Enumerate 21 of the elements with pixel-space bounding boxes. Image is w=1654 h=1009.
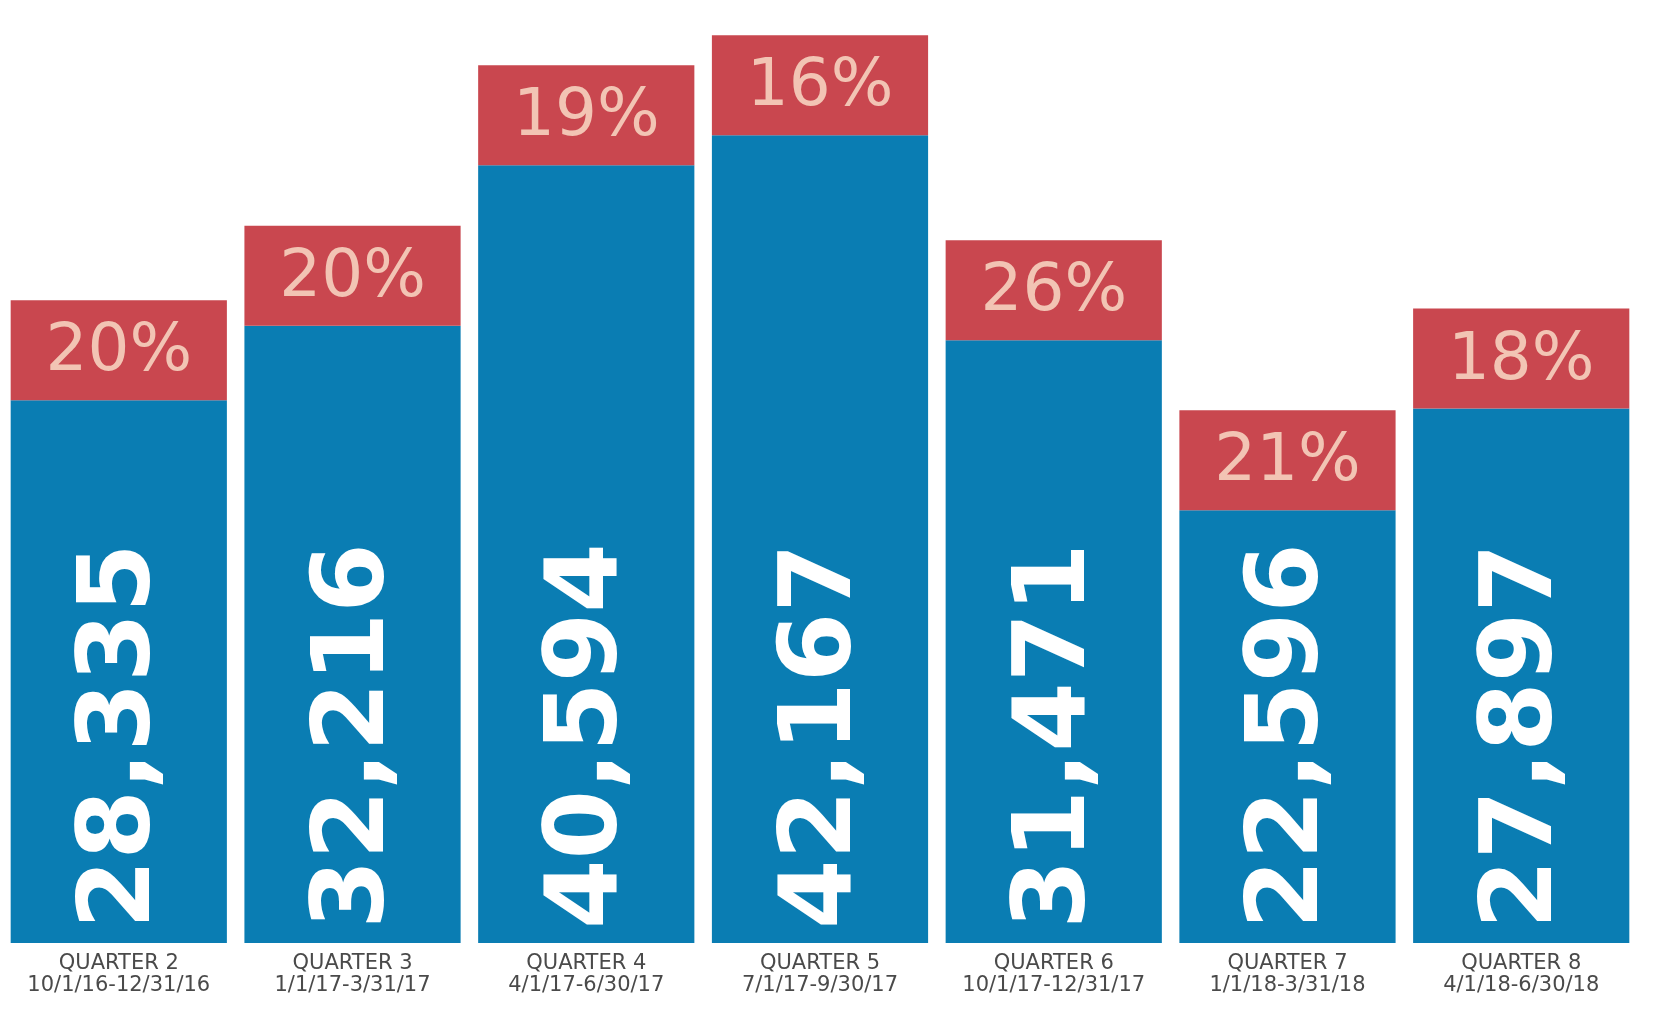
- x-tick-label: QUARTER 6 10/1/17-12/31/17: [962, 949, 1146, 996]
- x-tick-label: QUARTER 4 4/1/17-6/30/17: [508, 949, 665, 996]
- x-tick-label: QUARTER 7 1/1/18-3/31/18: [1209, 949, 1366, 996]
- annotation: 16%: [746, 44, 894, 122]
- annotation: 19%: [512, 74, 660, 152]
- data-label: 32,216: [289, 543, 407, 929]
- annotation: 18%: [1447, 317, 1595, 395]
- data-label: 28,335: [55, 543, 173, 929]
- annotation: 20%: [279, 234, 426, 312]
- x-tick-label: QUARTER 2 10/1/16-12/31/16: [27, 949, 211, 996]
- x-tick-label: QUARTER 3 1/1/17-3/31/17: [274, 949, 431, 996]
- annotation: 21%: [1214, 419, 1361, 497]
- x-tick-label: QUARTER 5 7/1/17-9/30/17: [741, 949, 899, 996]
- data-label: 42,167: [757, 543, 874, 929]
- annotation: 20%: [45, 309, 193, 387]
- annotation: 26%: [980, 249, 1128, 327]
- x-tick-label: QUARTER 8 4/1/18-6/30/18: [1443, 949, 1600, 996]
- data-label: 40,594: [523, 543, 641, 929]
- data-label: 27,897: [1458, 543, 1576, 929]
- data-label: 31,471: [990, 543, 1108, 929]
- data-label: 22,596: [1224, 543, 1342, 929]
